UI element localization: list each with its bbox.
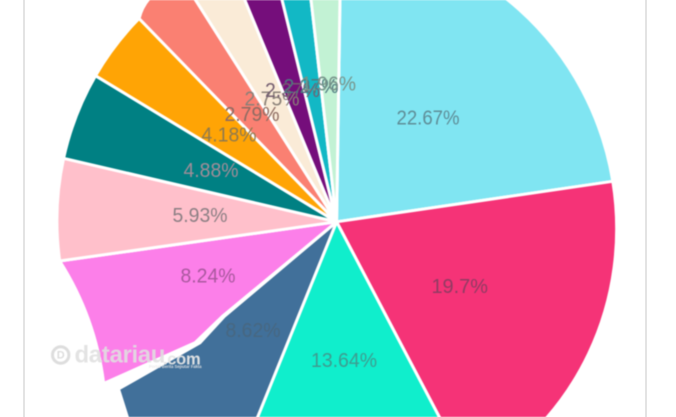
svg-text:4.88%: 4.88% [184, 159, 239, 182]
svg-text:4.18%: 4.18% [202, 124, 257, 147]
svg-text:8.62%: 8.62% [226, 319, 281, 342]
svg-text:2.75%: 2.75% [245, 88, 300, 111]
svg-text:8.24%: 8.24% [181, 265, 236, 288]
svg-text:datariau: datariau [75, 342, 166, 369]
svg-text:D: D [57, 350, 65, 362]
svg-text:5.93%: 5.93% [173, 204, 228, 227]
svg-text:22.67%: 22.67% [397, 107, 460, 130]
svg-text:1.96%: 1.96% [301, 73, 356, 96]
svg-text:13.64%: 13.64% [311, 349, 377, 372]
svg-text:19.7%: 19.7% [431, 275, 488, 298]
svg-text:2.79%: 2.79% [225, 103, 280, 126]
svg-text:.com: .com [163, 350, 200, 368]
svg-text:2.27%: 2.27% [284, 75, 339, 98]
svg-text:2.37%: 2.37% [265, 79, 320, 102]
svg-text:Portal Berita Seputar Fakta: Portal Berita Seputar Fakta [149, 364, 202, 369]
